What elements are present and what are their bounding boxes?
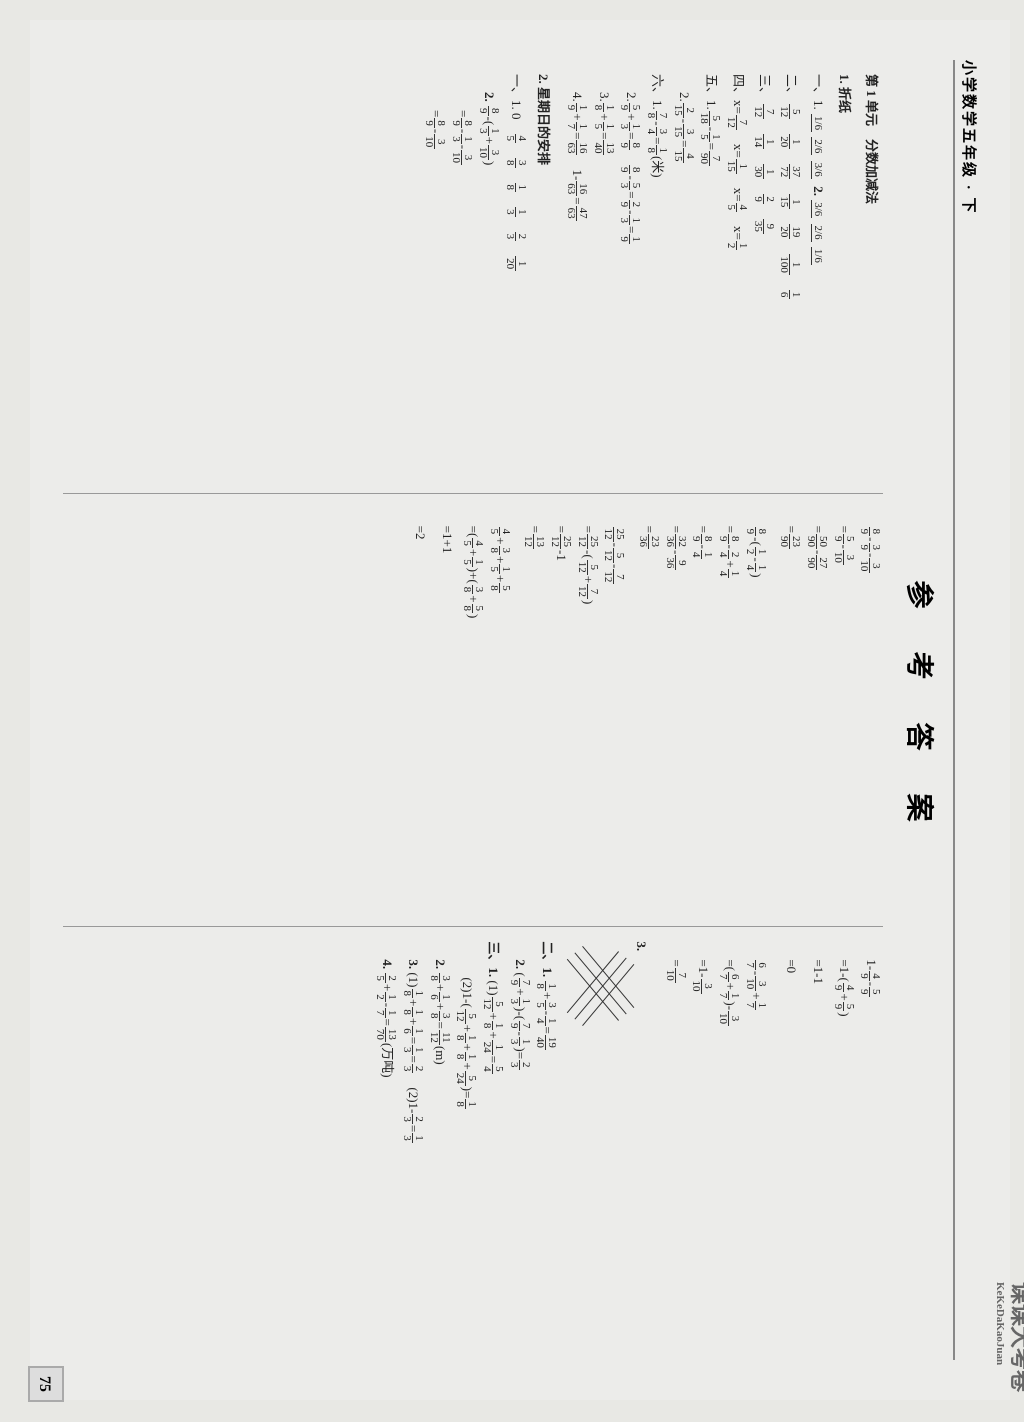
answer-line: 2.59+13=89 89-53=29-13=19 [618, 74, 643, 479]
column-1: 第 1 单元 分数加减法 1. 折纸 一、1. 1/6 2/6 3/6 2. 3… [63, 60, 883, 493]
answer-line: 三、1. (1)512+18+124=54 [481, 941, 506, 1346]
answer-line: =2512-1 [549, 508, 574, 913]
page-number: 75 [28, 1366, 64, 1402]
answer-line: 二、 512 120 3772 115 1920 1100 16 [778, 74, 803, 479]
answer-line: =59-310 [832, 508, 857, 913]
page-header: 小学数学五年级 · 下 [953, 60, 980, 1360]
answer-line: =89-310 [423, 74, 448, 479]
answer-line: 3. (1)18+18+16=13=23 (2)1-23=13 [401, 941, 426, 1346]
answer-line: 89-(12-14) [744, 508, 769, 913]
answer-line: 1-49-59 [858, 941, 883, 1346]
answer-line: =89-13-310 [450, 74, 475, 479]
answer-line: 45+38+15+58 [487, 508, 512, 913]
answer-line: =2 [407, 508, 432, 913]
answer-line: 2.215-315=415 [672, 74, 697, 479]
answer-line: =710 [664, 941, 689, 1346]
answer-line: =0 [778, 941, 803, 1346]
answer-line: =2512-(512+712) [575, 508, 600, 913]
answer-line: =2336 [637, 508, 662, 913]
answer-line: 3.18+15=1340 [591, 74, 616, 479]
answer-line: =1312 [522, 508, 547, 913]
answer-line: =1-310 [690, 941, 715, 1346]
answer-line: 2. 89-(13+310) [477, 74, 502, 479]
column-2: 89-39-310 =59-310 =5090-2790 =2390 89-(1… [63, 493, 883, 927]
answer-line: 四、x=712 x=115 x=45 x=12 [725, 74, 750, 479]
answer-line: 一、1. 0 45 38 18 13 23 120 [503, 74, 528, 479]
answer-line: =3236-936 [664, 508, 689, 913]
answer-line: 2. 38+16+38=1112(m) [427, 941, 452, 1346]
answer-line: 2512-512-712 [602, 508, 627, 913]
answer-line: =5090-2790 [805, 508, 830, 913]
answer-line: 一、1. 1/6 2/6 3/6 2. 3/6 2/6 1/6 [805, 74, 830, 479]
answer-line: (2)1-(512+18+18+524)=18 [454, 941, 479, 1346]
answer-line: =2390 [778, 508, 803, 913]
answer-line: 89-39-310 [858, 508, 883, 913]
column-3: 1-49-59 =1-(49+59) =1-1 =0 67-310+17 =(6… [63, 926, 883, 1360]
answer-line: 六、1.78-34=18(米) [645, 74, 670, 479]
content-columns: 第 1 单元 分数加减法 1. 折纸 一、1. 1/6 2/6 3/6 2. 3… [63, 60, 883, 1360]
answer-line: 4. 25+12-17=1370(万吨) [374, 941, 399, 1346]
answer-line: =1-(49+59) [832, 941, 857, 1346]
section-1: 1. 折纸 [832, 74, 857, 479]
answer-line: =(45+15)+(38+58) [461, 508, 486, 913]
main-title: 参 考 答 案 [901, 60, 941, 1360]
answer-line: 2. (79+13)-(79-13)=23 [507, 941, 532, 1346]
watermark: 课课大考卷 KeKeDaKaoJuan [994, 1282, 1024, 1392]
answer-line: 二、1. 18+35-14=1940 [534, 941, 559, 1346]
answer-line: =(67+17)-310 [717, 941, 742, 1346]
answer-line: 三、 712 114 130 29 935 [752, 74, 777, 479]
answer-line: =89-14 [690, 508, 715, 913]
answer-line: =89-24+14 [717, 508, 742, 913]
answer-line: =1+1 [434, 508, 459, 913]
answer-line: =1-1 [805, 941, 830, 1346]
answer-line: 五、1.518-15=790 [698, 74, 723, 479]
item-3: 3. [629, 941, 654, 1346]
answer-line: 4.19+17=1663 1-1663=4763 [565, 74, 590, 479]
answer-line: 67-310+17 [744, 941, 769, 1346]
section-2: 2. 星期日的安排 [530, 74, 555, 479]
crosshatch-figure [573, 951, 623, 1021]
unit-heading: 第 1 单元 分数加减法 [858, 74, 883, 479]
